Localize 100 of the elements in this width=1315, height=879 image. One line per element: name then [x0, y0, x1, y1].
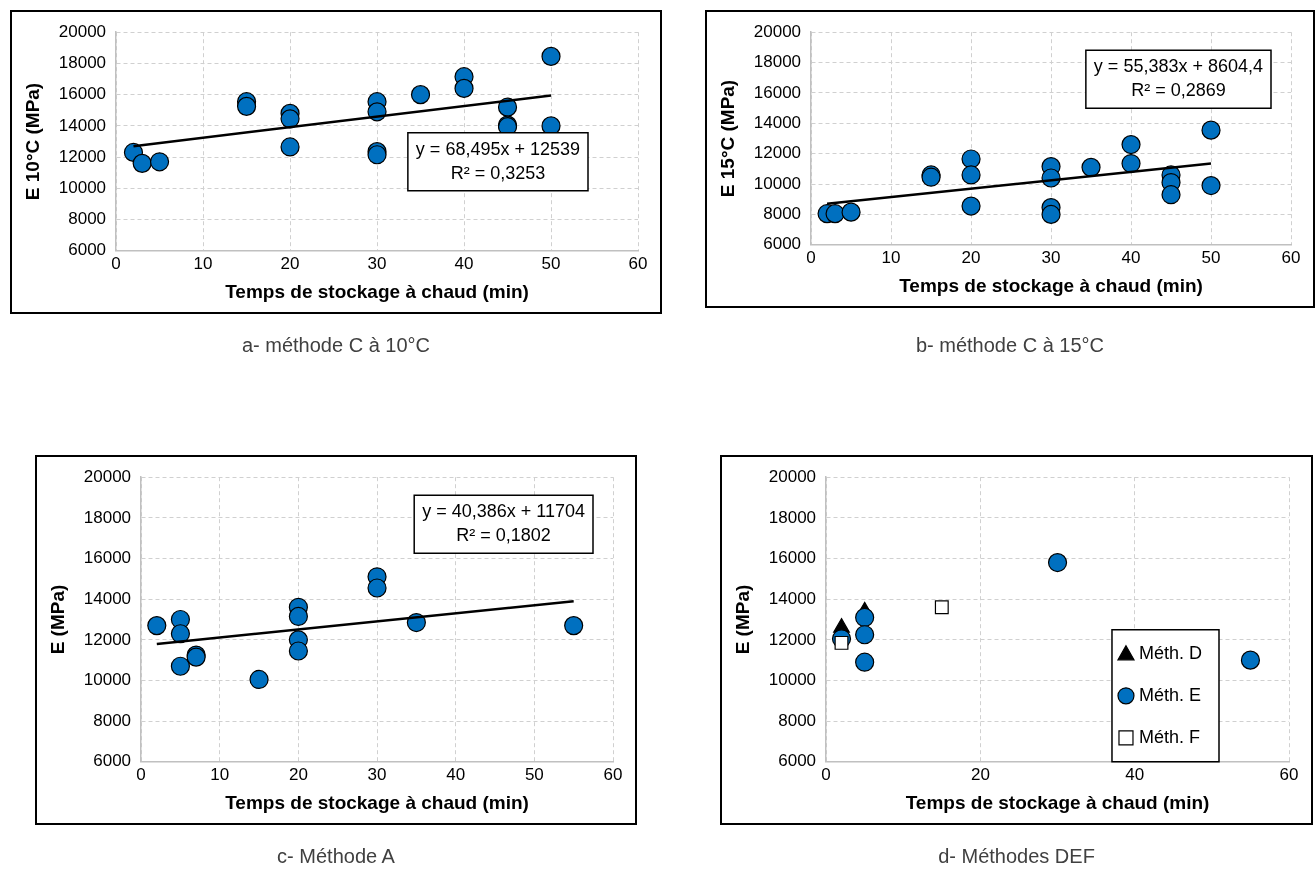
- point: [541, 46, 561, 66]
- point: [1047, 552, 1068, 573]
- y-tick-label: 12000: [83, 629, 132, 649]
- y-tick-label: 14000: [83, 588, 132, 608]
- y-tick-label: 18000: [58, 53, 107, 73]
- y-tick-label: 18000: [768, 507, 817, 527]
- annotation: y = 55,383x + 8604,4: [1093, 56, 1263, 77]
- annotation: R² = 0,3253: [450, 162, 546, 183]
- point: [1161, 185, 1181, 205]
- y-tick-label: 10000: [768, 670, 817, 690]
- y-tick-label: 16000: [83, 548, 132, 568]
- x-tick-label: 30: [1041, 247, 1061, 267]
- y-tick-label: 8000: [93, 710, 132, 730]
- x-tick-label: 20: [288, 764, 308, 784]
- point: [855, 652, 875, 672]
- y-axis-title: E 10°C (MPa): [21, 82, 43, 201]
- point: [132, 153, 152, 173]
- y-tick-label: 12000: [753, 143, 802, 163]
- x-tick-label: 20: [970, 764, 990, 784]
- y-tick-label: 12000: [58, 146, 107, 166]
- x-tick-label: 60: [1281, 247, 1301, 267]
- y-tick-label: 6000: [93, 751, 132, 771]
- point: [288, 606, 308, 627]
- point: [961, 149, 981, 169]
- point: [280, 109, 300, 129]
- point: [280, 137, 300, 157]
- y-tick-label: 10000: [753, 173, 802, 193]
- y-tick-label: 12000: [768, 629, 817, 649]
- point: [1121, 134, 1141, 155]
- y-tick-label: 20000: [83, 466, 132, 486]
- x-tick-label: 40: [454, 253, 474, 273]
- x-tick-label: 60: [603, 764, 623, 784]
- x-tick-label: 0: [821, 764, 831, 784]
- x-tick-label: 40: [446, 764, 466, 784]
- y-axis-title: E (MPa): [731, 584, 753, 655]
- x-tick-label: 0: [136, 764, 146, 784]
- point: [961, 165, 981, 185]
- x-tick-label: 50: [1201, 247, 1221, 267]
- point: [454, 78, 474, 99]
- x-tick-label: 20: [961, 247, 981, 267]
- annotation: R² = 0,1802: [456, 525, 551, 546]
- point: [1201, 120, 1221, 140]
- point: [1201, 175, 1221, 196]
- point: [1041, 204, 1061, 225]
- annotation: R² = 0,2869: [1131, 80, 1226, 101]
- point: [1121, 153, 1141, 174]
- x-tick-label: 0: [806, 247, 816, 267]
- x-tick-label: 20: [280, 253, 300, 273]
- point: [170, 624, 190, 644]
- y-axis-title: E (MPa): [46, 584, 68, 655]
- point: [410, 85, 431, 105]
- x-axis-title: Temps de stockage à chaud (min): [899, 274, 1203, 296]
- x-tick-label: 40: [1121, 247, 1141, 267]
- point: [934, 600, 949, 615]
- point: [1240, 650, 1261, 670]
- x-axis-title: Temps de stockage à chaud (min): [225, 791, 529, 813]
- point: [961, 196, 981, 216]
- point: [249, 669, 269, 690]
- x-tick-label: 0: [111, 253, 121, 273]
- y-tick-label: 8000: [68, 209, 107, 229]
- x-tick-label: 40: [1125, 764, 1145, 784]
- point: [1081, 157, 1101, 177]
- y-tick-label: 14000: [753, 113, 802, 132]
- point: [855, 625, 875, 645]
- point: [367, 578, 387, 598]
- x-tick-label: 60: [1279, 764, 1299, 784]
- text: b- méthode C à 15°C: [914, 334, 1106, 357]
- y-tick-label: 16000: [58, 84, 107, 104]
- y-tick-label: 16000: [768, 548, 817, 568]
- x-tick-label: 50: [541, 253, 561, 273]
- x-tick-label: 10: [193, 253, 213, 273]
- point: [288, 641, 308, 661]
- point: [855, 607, 875, 628]
- point: [825, 204, 845, 224]
- annotation: y = 68,495x + 12539: [415, 138, 580, 159]
- y-tick-label: 20000: [753, 21, 802, 41]
- y-tick-label: 18000: [83, 507, 132, 527]
- text: c- Méthode A: [276, 845, 396, 868]
- y-tick-label: 10000: [58, 178, 107, 198]
- legend-label: Méth. E: [1138, 684, 1202, 705]
- y-tick-label: 6000: [778, 751, 817, 771]
- y-tick-label: 16000: [753, 82, 802, 102]
- point: [564, 616, 584, 636]
- y-tick-label: 20000: [58, 21, 107, 41]
- x-tick-label: 10: [210, 764, 230, 784]
- legend-label: Méth. D: [1138, 642, 1203, 663]
- text: d- Méthodes DEF: [937, 845, 1096, 868]
- point: [147, 616, 167, 636]
- y-tick-label: 14000: [768, 588, 817, 608]
- text: a- méthode C à 10°C: [240, 334, 432, 357]
- y-tick-label: 14000: [58, 115, 107, 135]
- y-tick-label: 20000: [768, 466, 817, 486]
- x-tick-label: 30: [367, 764, 387, 784]
- legend-label: Méth. F: [1138, 726, 1200, 747]
- y-tick-label: 18000: [753, 52, 802, 72]
- x-axis-title: Temps de stockage à chaud (min): [225, 280, 529, 302]
- x-tick-label: 30: [367, 253, 387, 273]
- x-axis-title: Temps de stockage à chaud (min): [905, 791, 1210, 813]
- x-tick-label: 60: [628, 253, 648, 273]
- point: [170, 656, 190, 676]
